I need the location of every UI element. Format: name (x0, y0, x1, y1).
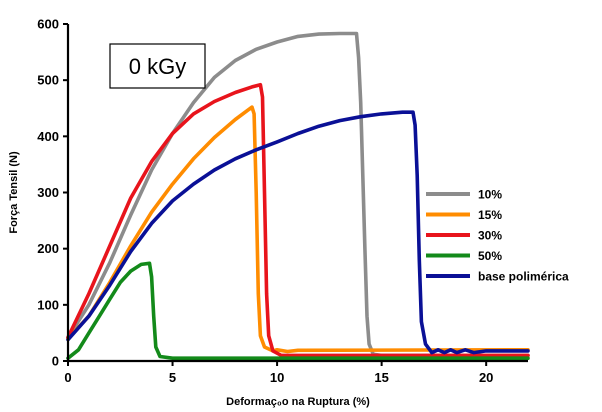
series-line-2 (66, 105, 530, 354)
series-line-5 (66, 110, 530, 355)
annotation-box: 0 kGy (109, 43, 206, 89)
series-line-3 (66, 82, 530, 358)
y-tick-label: 300 (37, 185, 59, 200)
series-line-4 (66, 261, 530, 360)
x-tick-label: 10 (270, 370, 284, 385)
plot-lines (66, 31, 530, 360)
annotation-frame (109, 43, 206, 89)
legend: 10% 15% 30% 50% base polimérica (426, 188, 569, 284)
legend-label: 50% (478, 249, 502, 263)
ticks: 0 100 200 300 400 500 600 0 5 10 15 20 (37, 17, 493, 386)
y-tick-label: 600 (37, 17, 59, 32)
legend-label: 30% (478, 229, 502, 243)
y-tick-label: 0 (52, 354, 59, 369)
y-tick-label: 400 (37, 129, 59, 144)
y-axis-title: Força Tensil (N) (8, 151, 20, 234)
x-tick-label: 0 (64, 370, 71, 385)
x-axis-title: Deformaç₀o na Ruptura (%) (226, 396, 370, 408)
annotation-label: 0 kGy (129, 54, 186, 79)
x-tick-label: 20 (479, 370, 493, 385)
legend-label: 15% (478, 208, 502, 222)
x-tick-label: 5 (169, 370, 176, 385)
series-line-1 (66, 31, 530, 358)
legend-label: 10% (478, 188, 502, 202)
y-tick-label: 500 (37, 73, 59, 88)
y-tick-label: 100 (37, 297, 59, 312)
legend-label: base polimérica (478, 270, 569, 284)
y-tick-label: 200 (37, 241, 59, 256)
x-tick-label: 15 (374, 370, 388, 385)
